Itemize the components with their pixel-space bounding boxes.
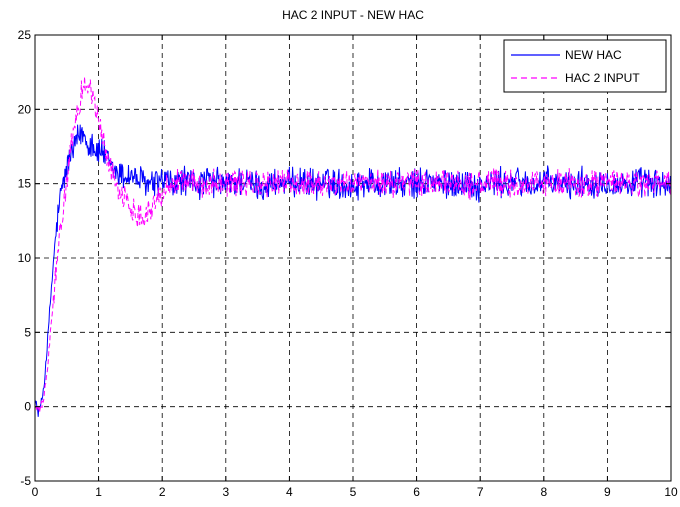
x-tick-label: 10	[664, 485, 678, 499]
legend: NEW HAC HAC 2 INPUT	[503, 39, 667, 93]
legend-box	[503, 39, 667, 93]
y-tick-label: 0	[24, 400, 31, 414]
x-tick-label: 0	[32, 485, 39, 499]
y-tick-label: 15	[18, 177, 32, 191]
grid	[35, 35, 671, 481]
x-tick-label: 8	[540, 485, 547, 499]
legend-label-new-hac: NEW HAC	[565, 48, 622, 62]
y-tick-label: 10	[18, 251, 32, 265]
x-tick-label: 1	[95, 485, 102, 499]
chart-title: HAC 2 INPUT - NEW HAC	[282, 8, 424, 22]
y-tick-label: 5	[24, 325, 31, 339]
series-line-hac-2-input	[34, 76, 672, 413]
x-tick-label: 3	[222, 485, 229, 499]
y-tick-label: -5	[20, 474, 31, 488]
y-tick-label: 25	[18, 28, 32, 42]
series-layer	[34, 76, 672, 417]
x-tick-label: 5	[350, 485, 357, 499]
legend-label-hac-2-input: HAC 2 INPUT	[565, 71, 640, 85]
y-tick-label: 20	[18, 102, 32, 116]
x-tick-label: 9	[604, 485, 611, 499]
x-tick-label: 4	[286, 485, 293, 499]
x-tick-label: 2	[159, 485, 166, 499]
x-tick-label: 7	[477, 485, 484, 499]
x-tick-label: 6	[413, 485, 420, 499]
